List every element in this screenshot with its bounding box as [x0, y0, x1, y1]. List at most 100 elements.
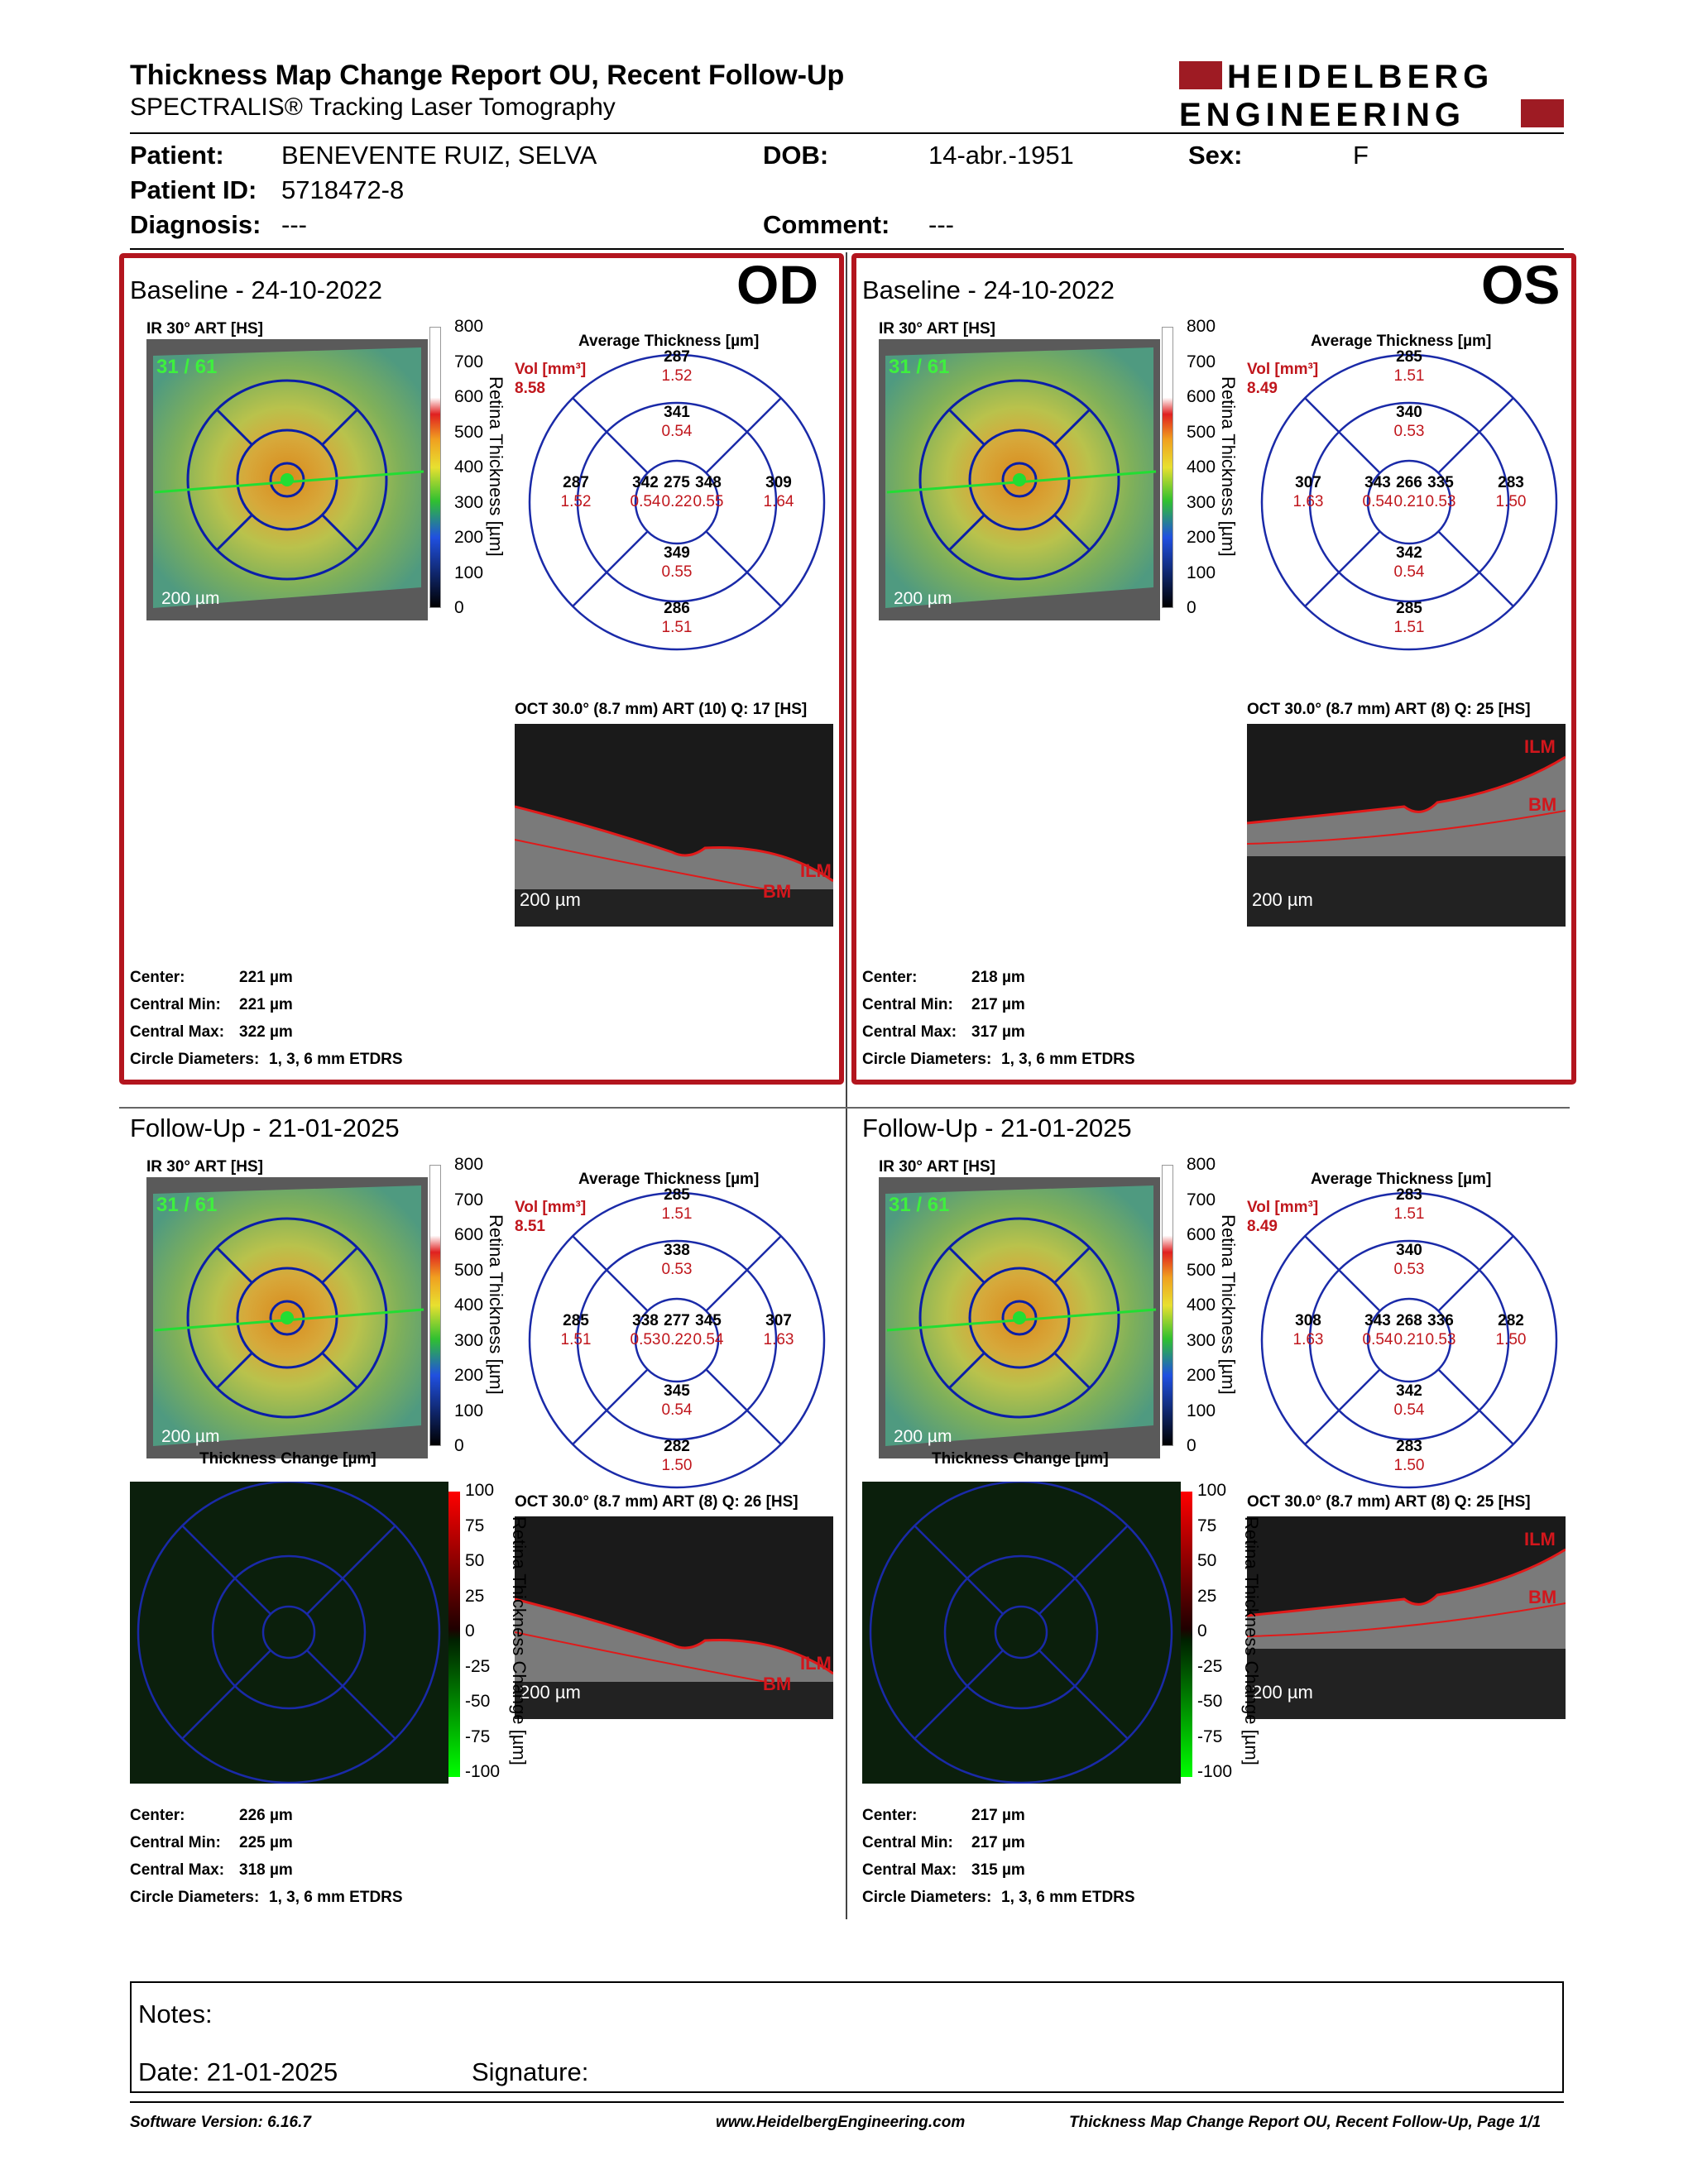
- sector-thickness: 349: [664, 544, 690, 562]
- stat-value: 217 µm: [971, 1807, 1025, 1824]
- color-bar-tick: 700: [1187, 352, 1216, 371]
- etdrs-sector-inner-right: 336 0.53: [1407, 1311, 1474, 1349]
- stat-value: 221 µm: [239, 996, 293, 1013]
- color-bar-tick: 800: [1187, 1155, 1216, 1174]
- color-bar-tick: 700: [454, 1190, 484, 1209]
- change-bar-tick: -50: [465, 1692, 491, 1711]
- oct-label: OCT 30.0° (8.7 mm) ART (10) Q: 17 [HS]: [515, 701, 808, 718]
- color-bar-tick: 0: [454, 598, 464, 617]
- color-bar-tick: 400: [454, 1296, 484, 1315]
- color-bar-tick: 100: [454, 1401, 484, 1420]
- scale-bar-label: 200 µm: [894, 1427, 952, 1446]
- report-subtitle: SPECTRALIS® Tracking Laser Tomography: [130, 93, 616, 121]
- average-thickness-title: Average Thickness [µm]: [1311, 1171, 1492, 1188]
- color-bar-tick: 800: [1187, 317, 1216, 336]
- sector-volume: 0.53: [1393, 423, 1425, 440]
- patient-rule: [130, 248, 1564, 250]
- sector-volume: 1.63: [1292, 493, 1324, 510]
- sector-thickness: 342: [632, 474, 659, 491]
- stat-label: Circle Diameters:: [130, 1889, 260, 1906]
- oct-bscan-image: [1247, 724, 1566, 927]
- frame-counter: 31 / 61: [889, 356, 950, 378]
- sector-thickness: 285: [664, 1186, 690, 1204]
- sector-volume: 0.54: [693, 1331, 724, 1348]
- ir-label: IR 30° ART [HS]: [146, 320, 263, 338]
- color-bar-tick: 700: [454, 352, 484, 371]
- sector-volume: 0.54: [1362, 493, 1393, 510]
- oct-label: OCT 30.0° (8.7 mm) ART (8) Q: 26 [HS]: [515, 1493, 798, 1511]
- sector-thickness: 287: [664, 348, 690, 366]
- oct-bscan-image: [1247, 1516, 1566, 1719]
- od-baseline-frame: [119, 253, 844, 1085]
- panel-heading: Follow-Up - 21-01-2025: [130, 1114, 400, 1142]
- svg-text:ENGINEERING: ENGINEERING: [1179, 97, 1465, 131]
- sector-volume: 0.54: [1362, 1331, 1393, 1348]
- sector-thickness: 308: [1295, 1312, 1321, 1329]
- change-bar-tick: 100: [465, 1481, 495, 1500]
- etdrs-sector-outer-right: 309 1.64: [746, 473, 812, 511]
- etdrs-sector-inner-left: 343 0.54: [1345, 473, 1411, 511]
- sector-thickness: 345: [695, 1312, 722, 1329]
- thickness-color-bar: [429, 1165, 441, 1446]
- od-label: OD: [736, 254, 818, 315]
- color-bar-tick: 700: [1187, 1190, 1216, 1209]
- etdrs-sector-inner-right: 348 0.55: [675, 473, 741, 511]
- comment-label: Comment:: [763, 210, 890, 239]
- scale-bar-label: 200 µm: [161, 589, 220, 608]
- sector-thickness: 343: [1364, 474, 1391, 491]
- etdrs-sector-outer-top: 285 1.51: [644, 1185, 710, 1224]
- color-bar-tick: 0: [1187, 1436, 1196, 1455]
- sector-thickness: 282: [1498, 1312, 1524, 1329]
- color-bar-tick: 0: [454, 1436, 464, 1455]
- header-rule: [130, 132, 1564, 134]
- etdrs-sector-outer-bottom: 282 1.50: [644, 1437, 710, 1475]
- color-bar-tick: 300: [1187, 1330, 1216, 1350]
- color-bar-tick: 600: [454, 1225, 484, 1244]
- stat-label: Central Max:: [862, 1023, 957, 1041]
- sector-volume: 1.63: [1292, 1331, 1324, 1348]
- etdrs-sector-outer-right: 283 1.50: [1478, 473, 1544, 511]
- notes-box[interactable]: Notes: Date: 21-01-2025 Signature:: [130, 1981, 1564, 2093]
- website-link[interactable]: www.HeidelbergEngineering.com: [716, 2114, 966, 2131]
- etdrs-grid: [528, 1191, 826, 1489]
- etdrs-sector-inner-bottom: 342 0.54: [1376, 544, 1442, 582]
- retina-thickness-axis-label: Retina Thickness [µm]: [1218, 1214, 1239, 1395]
- average-thickness-title: Average Thickness [µm]: [578, 333, 760, 350]
- change-bar-tick: -75: [1197, 1727, 1223, 1746]
- change-bar-tick: -100: [465, 1762, 501, 1781]
- change-bar-tick: 50: [465, 1551, 485, 1570]
- color-bar-tick: 500: [1187, 422, 1216, 442]
- change-bar-tick: 75: [465, 1516, 485, 1535]
- etdrs-sector-inner-left: 338 0.53: [612, 1311, 679, 1349]
- color-bar-tick: 200: [1187, 528, 1216, 547]
- stat-label: Center:: [130, 1807, 185, 1824]
- sector-thickness: 345: [664, 1382, 690, 1400]
- sector-thickness: 335: [1427, 474, 1454, 491]
- diagnosis-value: ---: [281, 210, 307, 239]
- bm-label: BM: [763, 881, 792, 902]
- sector-thickness: 342: [1396, 1382, 1422, 1400]
- oct-scale-label: 200 µm: [520, 1682, 581, 1703]
- color-bar-tick: 500: [454, 1260, 484, 1280]
- sector-thickness: 338: [632, 1312, 659, 1329]
- sector-thickness: 336: [1427, 1312, 1454, 1329]
- etdrs-sector-center: 275 0.22: [644, 473, 710, 511]
- stat-label: Central Min:: [130, 996, 221, 1013]
- etdrs-sector-inner-right: 345 0.54: [675, 1311, 741, 1349]
- panel-heading: Follow-Up - 21-01-2025: [862, 1114, 1132, 1142]
- color-bar-tick: 600: [454, 387, 484, 406]
- scale-bar-label: 200 µm: [894, 589, 952, 608]
- sector-volume: 1.50: [1495, 1331, 1527, 1348]
- stat-label: Central Max:: [862, 1861, 957, 1879]
- sector-volume: 1.52: [661, 367, 693, 385]
- stat-label: Central Max:: [130, 1861, 225, 1879]
- change-color-bar: [1181, 1492, 1192, 1777]
- stat-label: Circle Diameters:: [862, 1051, 992, 1068]
- thickness-map-image: [879, 339, 1160, 620]
- sector-volume: 0.53: [1393, 1261, 1425, 1278]
- patient-name: BENEVENTE RUIZ, SELVA: [281, 141, 597, 170]
- sector-volume: 0.55: [661, 563, 693, 581]
- stat-value: 217 µm: [971, 1834, 1025, 1851]
- stat-value: 1, 3, 6 mm ETDRS: [1001, 1051, 1135, 1068]
- sector-volume: 1.50: [661, 1457, 693, 1474]
